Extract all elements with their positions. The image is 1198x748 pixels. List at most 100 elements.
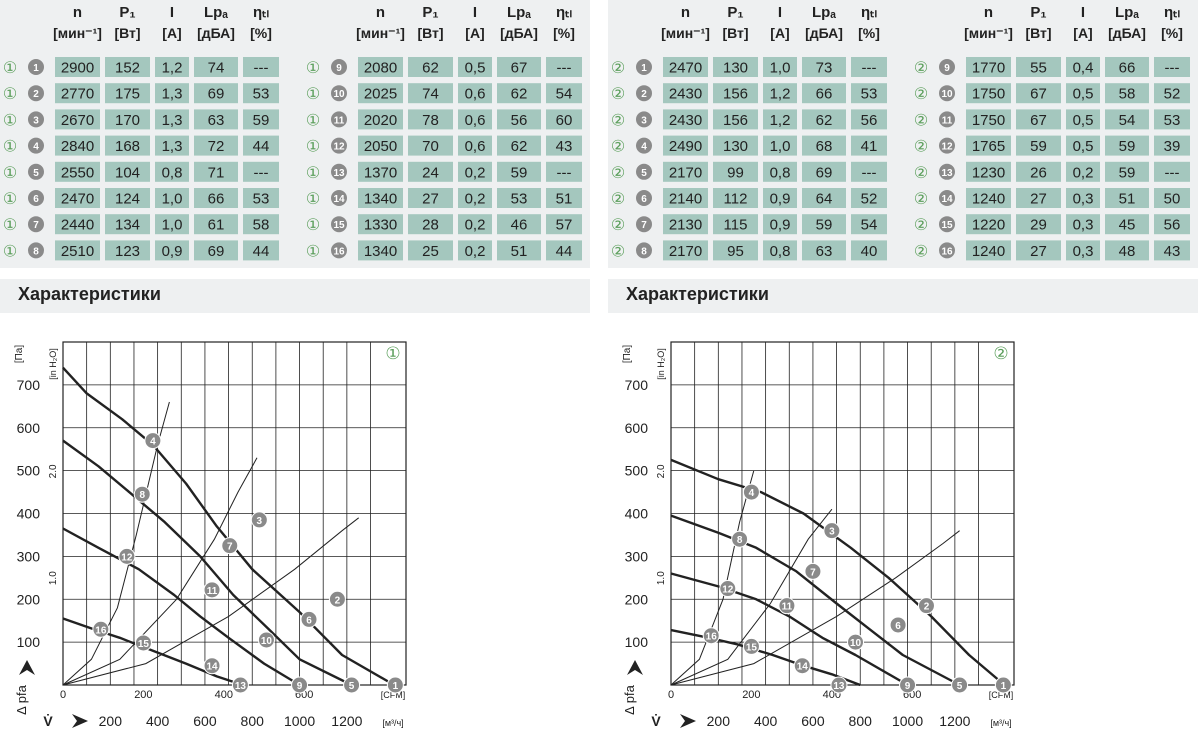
group-mark: ① [306,165,320,182]
table-cell [497,109,541,130]
cell-value: 0,6 [465,86,486,103]
y-axis-symbol: Δ pfa [14,684,29,714]
cell-value: 1,3 [162,112,183,129]
cell-value: 112 [724,191,748,208]
table-cell [243,240,279,261]
system-curve [62,457,258,686]
table-cell [546,109,582,130]
cell-value: 58 [1119,86,1136,103]
column-unit: [Вт] [1025,25,1051,41]
row-number-badge [331,242,347,259]
y-tick-pa: 300 [625,548,649,564]
table-cell [663,135,708,156]
table-cell [1066,214,1100,235]
group-mark: ① [306,112,320,129]
row-number-badge [939,163,955,180]
group-mark: ① [306,243,320,260]
cell-value: 2130 [669,217,702,234]
y-tick-pa: 300 [17,548,41,564]
table-cell [802,214,846,235]
row-number-badge [28,137,44,154]
table-cell [763,135,797,156]
table-cell [546,135,582,156]
cell-value: 0,3 [1073,217,1094,234]
table-cell [458,57,492,77]
table-cell [851,83,887,104]
table-cell [851,188,887,208]
cell-value: 1,2 [770,112,791,129]
table-cell [546,83,582,104]
row-number-badge [331,190,347,206]
y-tick-pa: 400 [17,506,41,522]
cell-value: 0,2 [465,217,486,234]
table-cell [358,83,403,104]
table-cell [851,57,887,77]
row-number-badge [939,111,955,128]
cell-value: 1750 [972,86,1005,103]
column-header: I [778,4,782,21]
table-cell [802,188,846,208]
table-cell [1105,83,1149,104]
group-mark: ① [3,60,17,77]
cell-value: 2510 [61,243,94,260]
cell-value: 52 [861,191,878,208]
cell-value: 2470 [669,60,702,77]
x-tick-m3h: 400 [754,713,778,729]
column-header: P₁ [727,4,743,21]
cell-value: 55 [1030,60,1047,77]
group-mark: ① [306,86,320,103]
operating-point [994,676,1012,694]
table-cell [194,240,238,261]
operating-point [118,547,136,565]
cell-value: 39 [1164,138,1181,155]
row-number: 11 [942,115,953,126]
cell-value: 1220 [972,217,1005,234]
operating-point-label: 10 [850,638,862,649]
cell-value: 69 [208,86,225,103]
section-header-2: Характеристики [608,279,1198,313]
cell-value: 53 [1164,112,1181,129]
x-axis-unit-cfm: [CFM] [989,690,1014,700]
cell-value: 59 [1030,138,1047,155]
cell-value: 175 [115,86,140,103]
column-header: ηₜₗ [556,4,573,21]
operating-point-label: 1 [1001,681,1007,692]
spec-table-2: n [мин⁻¹] P₁ [Вт] I [А] Lpₐ [дБА] ηₜₗ [%] ② 1 2470 13… [611,4,1190,261]
operating-point-label: 16 [706,632,718,643]
column-unit: [%] [1161,25,1183,41]
table-cell [105,83,150,104]
table-cell [546,214,582,235]
cell-value: 66 [816,86,833,103]
table-cell [243,109,279,130]
spec-table-panel-1: n [мин⁻¹] P₁ [Вт] I [А] Lpₐ [дБА] ηₜₗ [%] ① 1 2900 15… [0,0,590,268]
operating-point-label: 3 [829,527,835,538]
operating-point-label: 15 [138,639,150,650]
operating-point [144,432,162,450]
x-tick-m3h: 600 [801,713,825,729]
fan-curve [62,439,353,687]
table-cell [546,57,582,77]
y-tick-pa: 700 [625,377,649,393]
column-unit: [%] [553,25,575,41]
operating-point-label: 8 [737,535,743,546]
row-number: 8 [641,246,647,257]
operating-point [343,676,361,694]
table-cell [55,135,100,156]
row-number: 10 [941,89,953,100]
row-number-badge [939,59,955,75]
column-unit: [%] [250,25,272,41]
cell-value: 27 [1030,243,1047,260]
row-number: 6 [641,194,647,205]
group-mark: ② [914,139,928,156]
fan-curve [670,572,909,687]
table-cell [1154,240,1190,261]
table-cell [1154,214,1190,235]
cell-value: 170 [115,112,140,129]
column-unit: [Вт] [722,25,748,41]
cell-value: 24 [422,164,439,181]
table-cell [105,214,150,235]
row-number-badge [939,216,955,233]
cell-value: 2470 [61,191,94,208]
table-cell [155,109,189,130]
cell-value: 168 [115,138,140,155]
